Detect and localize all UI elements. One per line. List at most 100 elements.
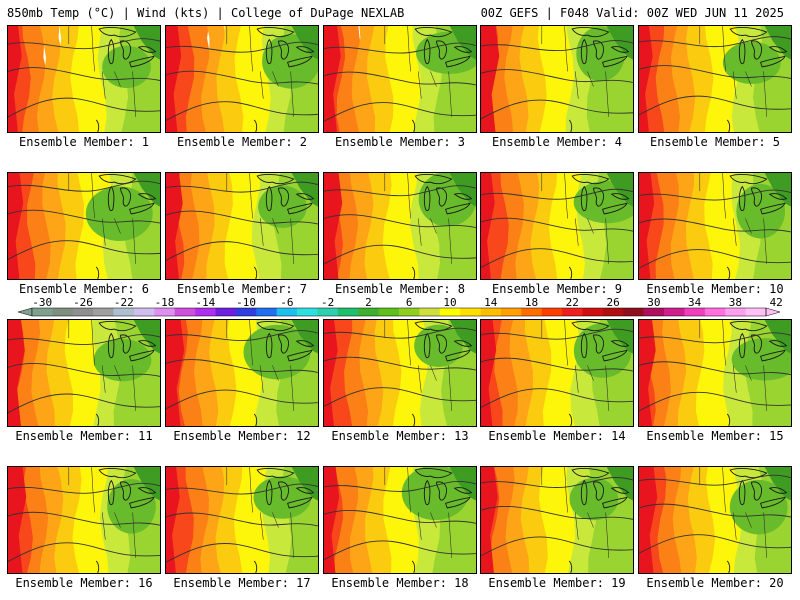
height-contour xyxy=(639,218,791,233)
temperature-field-map xyxy=(166,467,318,573)
great-lakes-outline xyxy=(571,27,630,68)
height-contour xyxy=(639,503,791,518)
height-contour xyxy=(166,41,318,53)
height-contour xyxy=(481,536,633,557)
colorbar-tick-label: -26 xyxy=(73,296,93,309)
height-contour xyxy=(481,477,633,488)
ensemble-panel xyxy=(323,172,477,280)
ensemble-panel xyxy=(323,25,477,133)
ensemble-member-label: Ensemble Member: 12 xyxy=(173,429,311,443)
height-contour xyxy=(481,69,633,83)
ensemble-panel xyxy=(7,319,161,427)
height-contour xyxy=(166,512,318,527)
coastline xyxy=(726,119,731,132)
temperature-field-map xyxy=(639,26,791,132)
temperature-band xyxy=(359,320,390,426)
hot-core-region xyxy=(481,467,498,573)
great-lakes-outline xyxy=(256,468,315,509)
height-contour xyxy=(324,509,476,524)
height-contour xyxy=(481,99,633,120)
temperature-field-map xyxy=(8,173,160,279)
height-contour xyxy=(8,240,160,260)
temperature-band xyxy=(515,173,546,279)
colorbar-tick-label: 30 xyxy=(647,296,660,309)
colorbar-swatch xyxy=(72,308,94,316)
colorbar-tick-label: 18 xyxy=(525,296,538,309)
hot-core-region xyxy=(481,26,500,132)
ensemble-panel xyxy=(480,172,634,280)
great-lakes-outline xyxy=(571,174,630,215)
great-lakes-outline xyxy=(256,174,315,215)
height-contour xyxy=(166,101,318,121)
cold-corner-region xyxy=(291,320,318,354)
ensemble-member-label: Ensemble Member: 4 xyxy=(491,135,623,149)
height-contour xyxy=(324,185,476,197)
ensemble-panel xyxy=(323,466,477,574)
ensemble-member-label: Ensemble Member: 10 xyxy=(646,282,784,296)
ensemble-panel xyxy=(638,466,792,574)
coastline xyxy=(411,266,416,279)
state-borders xyxy=(541,320,609,411)
hot-core-region xyxy=(324,173,343,279)
height-contour xyxy=(481,248,633,268)
temperature-colorbar: -30 -26 -22 -18 -14 -10 -6 -2 2 6 10 14 18 22 26 30 34 38… xyxy=(17,296,783,317)
temperature-field-map xyxy=(166,173,318,279)
great-lakes-outline xyxy=(729,174,788,215)
ensemble-member-label: Ensemble Member: 13 xyxy=(331,429,469,443)
ensemble-panel xyxy=(165,172,319,280)
temperature-field-map xyxy=(481,26,633,132)
colorbar-swatch xyxy=(725,308,746,316)
colorbar-swatch xyxy=(174,308,196,316)
state-borders xyxy=(384,173,452,264)
state-borders xyxy=(68,467,136,558)
ensemble-panel xyxy=(480,319,634,427)
cold-corner-region xyxy=(606,26,633,60)
colorbar-tick-label: -10 xyxy=(236,296,256,309)
colorbar-tick-label: 2 xyxy=(365,296,372,309)
temperature-field-map xyxy=(8,320,160,426)
colorbar-swatch xyxy=(602,308,624,316)
colorbar-swatch xyxy=(582,308,604,316)
header-title-left: 850mb Temp (°C) | Wind (kts) | College o… xyxy=(7,6,405,20)
height-contour xyxy=(8,482,160,494)
colorbar-swatch xyxy=(337,308,359,316)
state-borders xyxy=(68,173,136,264)
hot-core-region xyxy=(324,320,338,426)
cold-corner-region xyxy=(764,26,791,60)
ensemble-panel xyxy=(480,25,634,133)
ensemble-panel xyxy=(323,319,477,427)
colorbar-tick-label: 22 xyxy=(566,296,579,309)
cool-airmass-region xyxy=(736,183,786,239)
ensemble-member-label: Ensemble Member: 18 xyxy=(331,576,469,590)
temperature-field-map xyxy=(639,320,791,426)
cold-corner-region xyxy=(764,320,791,354)
hot-core-region xyxy=(166,320,185,426)
temperature-field-map xyxy=(324,173,476,279)
ensemble-member-label: Ensemble Member: 19 xyxy=(488,576,626,590)
great-lakes-outline xyxy=(256,321,315,362)
height-contour xyxy=(8,209,160,224)
ensemble-member-label: Ensemble Member: 17 xyxy=(173,576,311,590)
colorbar-swatch xyxy=(154,308,176,316)
height-contour xyxy=(166,483,318,495)
hot-core-region xyxy=(8,320,25,426)
colorbar-swatch xyxy=(704,308,726,316)
colorbar-swatch xyxy=(195,308,216,316)
cool-airmass-region xyxy=(258,185,307,228)
height-contour xyxy=(8,511,160,526)
cool-airmass-region xyxy=(253,476,312,519)
great-lakes-outline xyxy=(571,468,630,509)
coastline xyxy=(726,413,731,426)
colorbar-swatch xyxy=(133,308,155,316)
height-contour xyxy=(324,214,476,229)
hot-core-region xyxy=(481,320,497,426)
colorbar-swatch xyxy=(235,308,257,316)
colorbar-swatch xyxy=(419,308,441,316)
colorbar-swatch xyxy=(52,308,74,316)
colorbar-swatch xyxy=(358,308,379,316)
height-contour xyxy=(8,393,160,414)
temperature-field-map xyxy=(8,467,160,573)
coastline xyxy=(411,560,416,573)
colorbar-swatch xyxy=(460,308,481,316)
colorbar-tick-label: 6 xyxy=(406,296,413,309)
